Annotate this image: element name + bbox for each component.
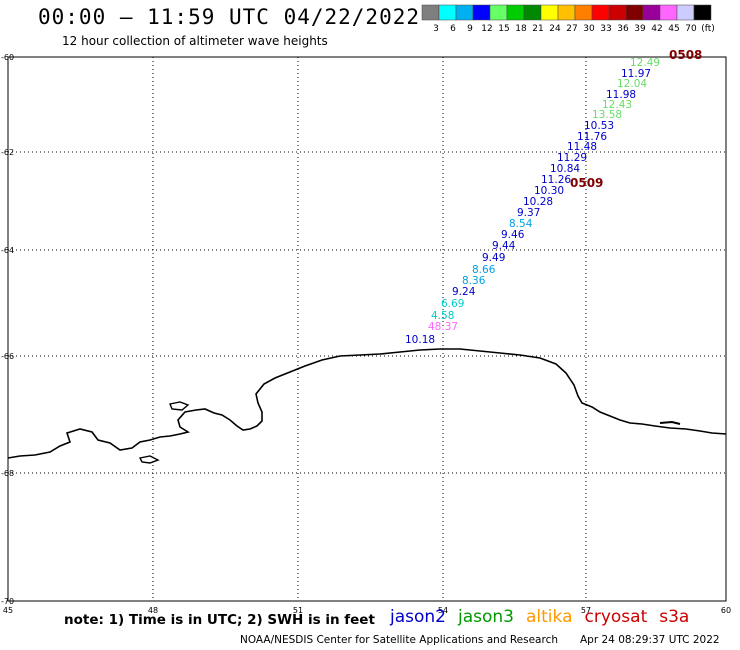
longitude-tick-label: 60 [721, 606, 731, 615]
page-subtitle: 12 hour collection of altimeter wave hei… [62, 34, 328, 48]
wave-height-value: 9.37 [517, 207, 540, 219]
wave-height-value: 48.37 [428, 321, 458, 333]
longitude-tick-label: 51 [293, 606, 303, 615]
satellite-legend-item: s3a [659, 607, 690, 627]
colorbar-swatch [659, 4, 678, 21]
wave-height-value: 12.04 [617, 78, 647, 90]
pass-time-label: 0508 [669, 48, 702, 62]
colorbar-swatch [608, 4, 627, 21]
wave-height-value: 11.98 [606, 89, 636, 101]
colorbar-label: 24 [549, 24, 561, 34]
wave-height-value: 13.58 [592, 109, 622, 121]
colorbar-label: 15 [498, 24, 509, 34]
colorbar-swatch [540, 4, 559, 21]
longitude-tick-label: 48 [148, 606, 158, 615]
latitude-tick-label: -70 [1, 597, 14, 606]
colorbar-swatch [438, 4, 457, 21]
colorbar-swatch [574, 4, 593, 21]
wave-height-value: 10.28 [523, 196, 553, 208]
satellite-legend-item: altika [526, 607, 573, 627]
colorbar-label: 9 [467, 24, 473, 34]
longitude-tick-label: 45 [3, 606, 13, 615]
latitude-tick-label: -64 [1, 246, 14, 255]
longitude-tick-label: 57 [581, 606, 591, 615]
colorbar-swatch [676, 4, 695, 21]
colorbar-swatch [557, 4, 576, 21]
colorbar-label: 12 [481, 24, 492, 34]
wave-height-value: 11.48 [567, 141, 597, 153]
colorbar-label: 30 [583, 24, 595, 34]
colorbar-swatch [489, 4, 508, 21]
wave-height-value: 11.97 [621, 68, 651, 80]
latitude-tick-label: -60 [1, 53, 14, 62]
color-scale-bar: 3 6 9 12 15 18 21 24 27 30 33 36 39 42 45 70 (ft) [421, 4, 715, 34]
colorbar-label: 21 [532, 24, 543, 34]
satellite-legend-item: jason2 [390, 607, 446, 627]
latitude-tick-label: -68 [1, 469, 14, 478]
wave-height-value: 9.49 [482, 252, 505, 264]
colorbar-label: 18 [515, 24, 527, 34]
wave-height-value: 4.58 [431, 310, 454, 322]
colorbar-swatch [642, 4, 661, 21]
satellite-legend-item: cryosat [584, 607, 648, 627]
wave-height-labels: 12.4911.9712.0411.9812.4313.5810.5311.76… [405, 48, 702, 346]
colorbar-swatch [591, 4, 610, 21]
map-frame [7, 56, 727, 602]
satellite-legend-item: jason3 [458, 607, 514, 627]
credit-text: NOAA/NESDIS Center for Satellite Applica… [240, 634, 558, 646]
wave-height-value: 12.43 [602, 99, 632, 111]
wave-height-value: 11.26 [541, 174, 571, 186]
wave-height-value: 8.66 [472, 264, 496, 276]
colorbar-swatch [421, 4, 440, 21]
colorbar-swatch [472, 4, 491, 21]
wave-height-value: 8.54 [509, 218, 533, 230]
wave-height-value: 11.29 [557, 152, 587, 164]
colorbar-label: 39 [634, 24, 646, 34]
generation-timestamp: Apr 24 08:29:37 UTC 2022 [580, 634, 720, 646]
wave-height-value: 9.46 [501, 229, 525, 241]
page-title: 00:00 – 11:59 UTC 04/22/2022 [38, 5, 421, 29]
colorbar-swatch [523, 4, 542, 21]
colorbar-label: 3 [433, 24, 439, 34]
latitude-tick-label: -62 [1, 148, 14, 157]
wave-height-value: 10.30 [534, 185, 564, 197]
colorbar-swatch [455, 4, 474, 21]
units-note: note: 1) Time is in UTC; 2) SWH is in fe… [64, 612, 375, 628]
wave-height-value: 12.49 [630, 57, 660, 69]
pass-time-label: 0509 [570, 176, 603, 190]
longitude-tick-label: 54 [438, 606, 448, 615]
colorbar-label: 36 [617, 24, 629, 34]
wave-height-value: 10.18 [405, 334, 435, 346]
wave-height-value: 9.44 [492, 240, 516, 252]
antarctic-coastline [7, 348, 727, 464]
wave-height-value: 10.84 [550, 163, 580, 175]
colorbar-swatch [693, 4, 712, 21]
wave-height-value: 8.36 [462, 275, 486, 287]
colorbar-label: 70 [685, 24, 697, 34]
satellite-legend: jason2 jason3 altika cryosat s3a [390, 607, 701, 627]
colorbar-label: 27 [566, 24, 577, 34]
colorbar-swatch [506, 4, 525, 21]
colorbar-label: 45 [668, 24, 679, 34]
wave-height-value: 6.69 [441, 298, 464, 310]
colorbar-swatch [625, 4, 644, 21]
colorbar-label: 33 [600, 24, 611, 34]
wave-height-value: 11.76 [577, 131, 607, 143]
colorbar-label: 6 [450, 24, 456, 34]
latitude-tick-label: -66 [1, 352, 14, 361]
wave-height-value: 10.53 [584, 120, 614, 132]
wave-height-value: 9.24 [452, 286, 476, 298]
colorbar-label: (ft) [701, 24, 715, 34]
colorbar-label: 42 [651, 24, 662, 34]
